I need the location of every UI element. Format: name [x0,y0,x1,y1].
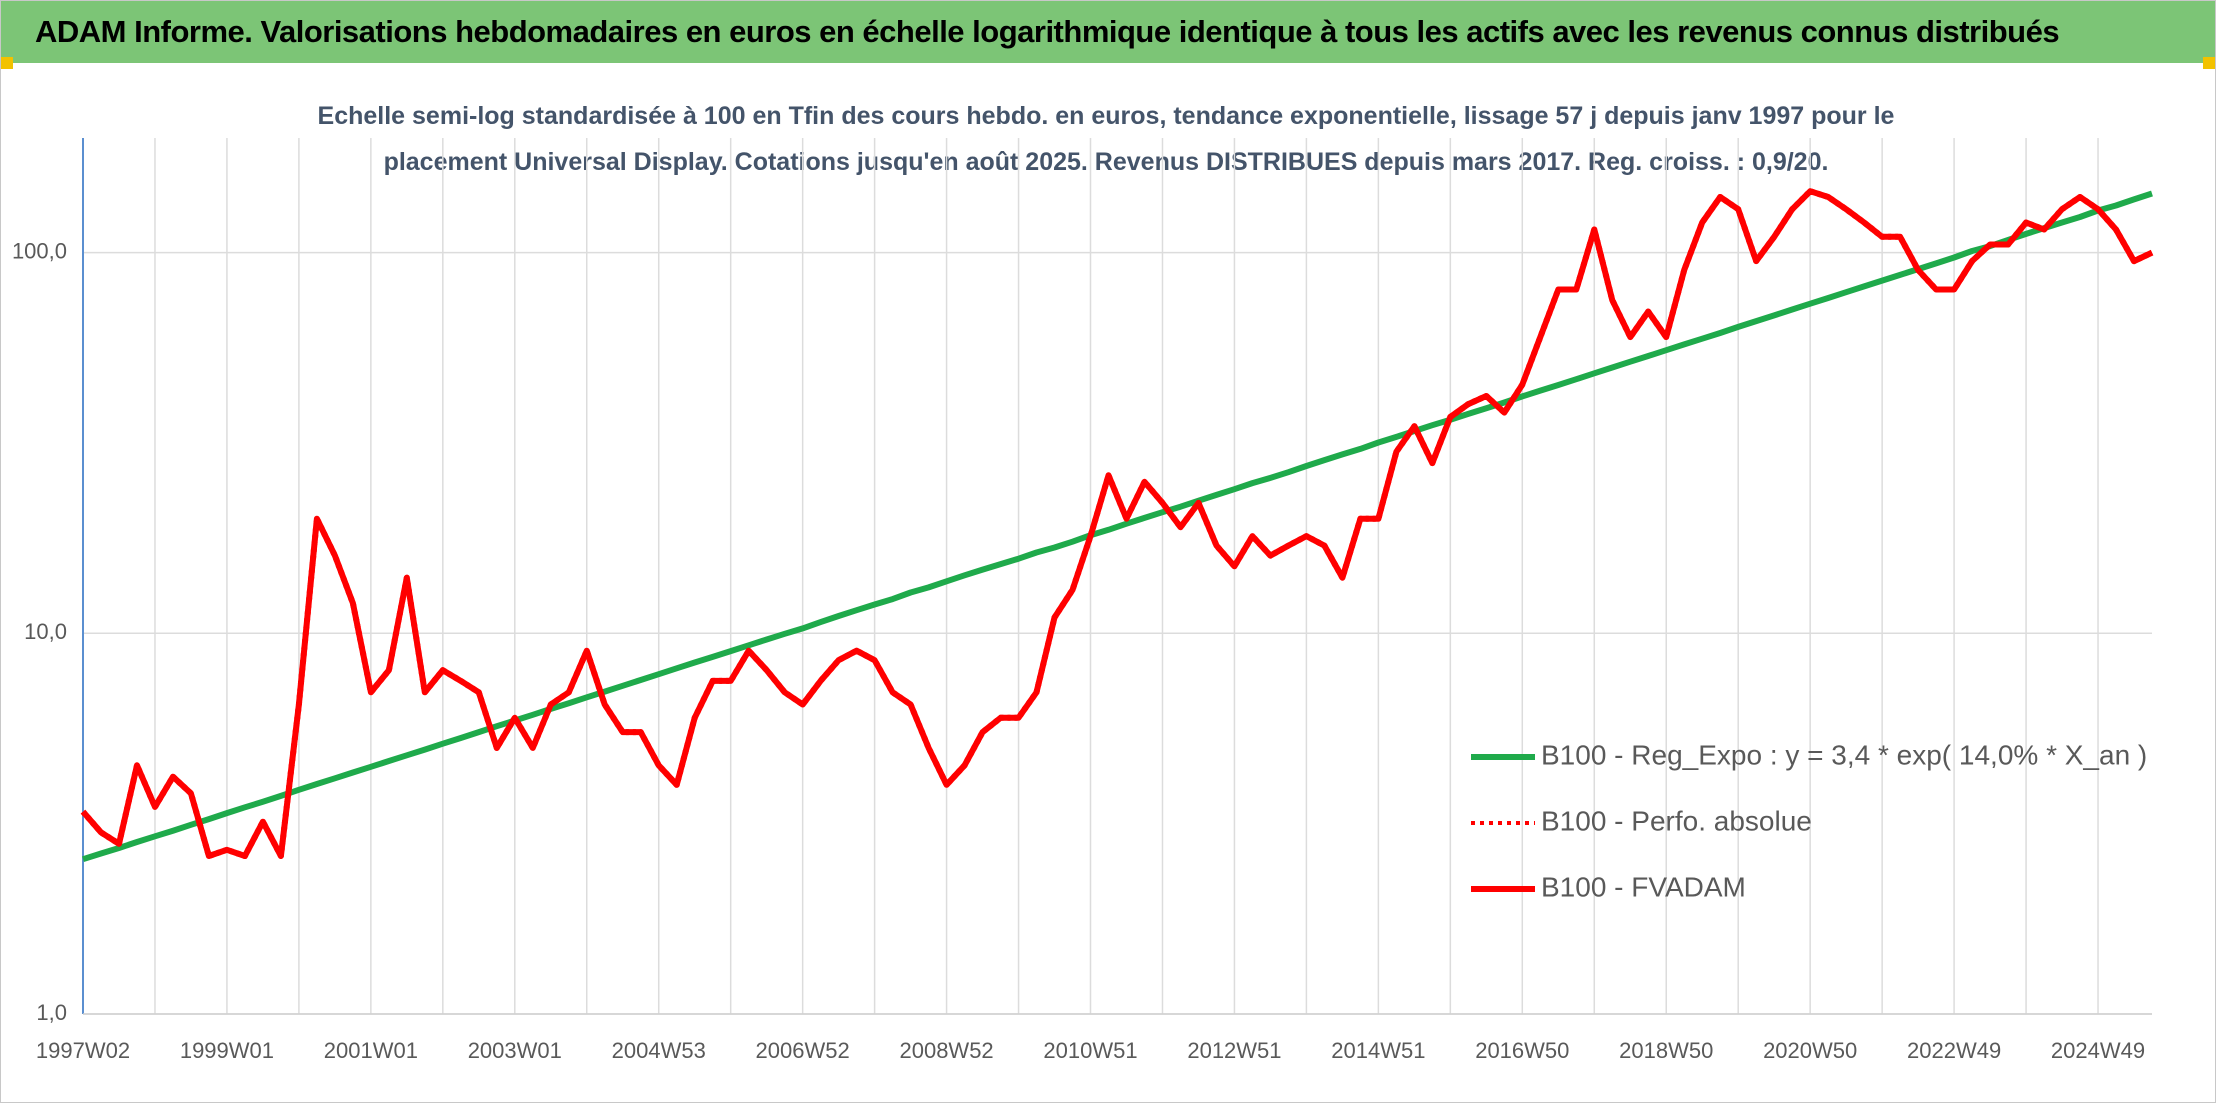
series-line [80,188,2154,859]
x-tick-label: 2012W51 [1187,1038,1281,1063]
x-tick-label: 2018W50 [1619,1038,1713,1063]
corner-mark [2203,57,2215,69]
x-tick-label: 2001W01 [324,1038,418,1063]
y-tick-label: 1,0 [36,1000,67,1025]
x-tick-label: 1997W02 [36,1038,130,1063]
x-tick-label: 2008W52 [899,1038,993,1063]
x-tick-label: 2003W01 [468,1038,562,1063]
chart-subtitle: Echelle semi-log standardisée à 100 en T… [317,102,1895,176]
legend-label: B100 - Reg_Expo : y = 3,4 * exp( 14,0% *… [1541,739,2147,770]
series-line [82,190,2153,863]
y-tick-label: 100,0 [12,238,67,263]
x-tick-label: 2006W52 [756,1038,850,1063]
x-tick-label: 2014W51 [1331,1038,1425,1063]
corner-mark [1,57,13,69]
x-tick-label: 2010W51 [1043,1038,1137,1063]
title-bar: ADAM Informe. Valorisations hebdomadaire… [1,1,2215,63]
legend-label: B100 - FVADAM [1541,871,1746,902]
x-tick-label: 2016W50 [1475,1038,1569,1063]
x-tick-label: 1999W01 [180,1038,274,1063]
y-tick-label: 10,0 [24,619,67,644]
x-tick-label: 2020W50 [1763,1038,1857,1063]
x-tick-label: 2024W49 [2051,1038,2145,1063]
legend-label: B100 - Perfo. absolue [1541,805,1812,836]
x-tick-label: 2004W53 [612,1038,706,1063]
x-tick-label: 2022W49 [1907,1038,2001,1063]
